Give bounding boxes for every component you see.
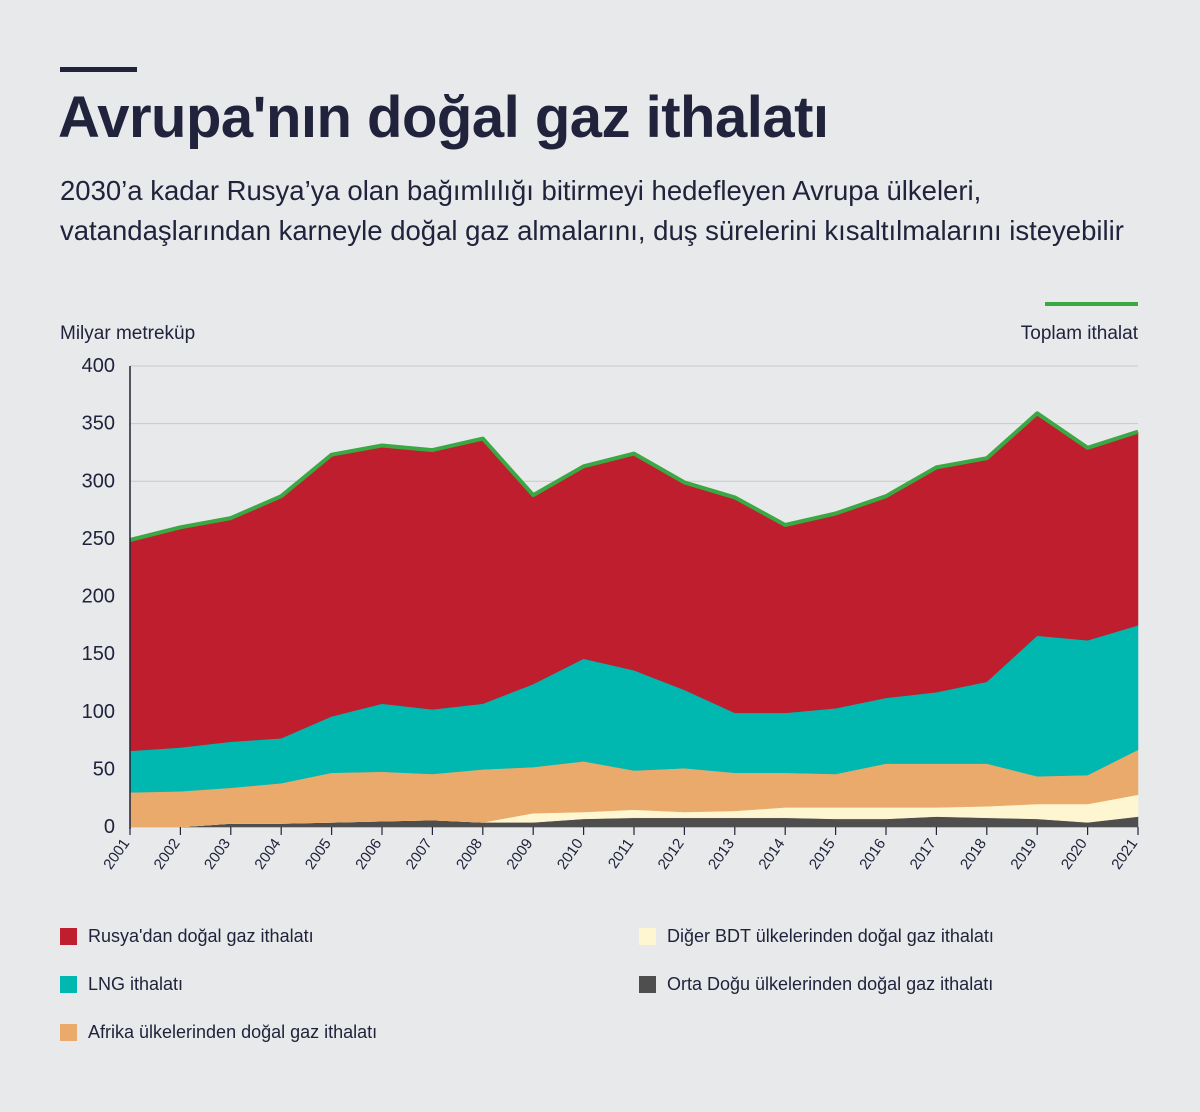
page-subtitle: 2030’a kadar Rusya’ya olan bağımlılığı b…: [60, 175, 1124, 246]
x-tick-label-2003: 2003: [201, 836, 234, 873]
legend-label-africa: Afrika ülkelerinden doğal gaz ithalatı: [88, 1021, 378, 1042]
y-tick-label-50: 50: [93, 758, 115, 780]
y-tick-label-300: 300: [82, 470, 115, 492]
legend-swatch-middle-east: [639, 975, 656, 993]
x-tick-label-2002: 2002: [151, 836, 184, 873]
x-tick-label-2009: 2009: [503, 836, 536, 873]
x-tick-label-2020: 2020: [1058, 836, 1091, 873]
y-tick-label-150: 150: [82, 643, 115, 665]
total-import-line: [129, 411, 1139, 542]
y-tick-label-0: 0: [104, 816, 115, 838]
legend-item-lng: LNG ithalatı: [60, 971, 183, 997]
legend-swatch-lng: [60, 975, 77, 993]
legend-label-middle-east: Orta Doğu ülkelerinden doğal gaz ithalat…: [667, 973, 994, 994]
legend-item-russia: Rusya'dan doğal gaz ithalatı: [60, 923, 314, 949]
x-tick-label-2011: 2011: [605, 836, 637, 872]
x-tick-label-2015: 2015: [806, 836, 839, 873]
x-tick-label-2008: 2008: [453, 836, 486, 873]
total-line-swatch: [1045, 302, 1138, 306]
legend-item-other-cis: Diğer BDT ülkelerinden doğal gaz ithalat…: [639, 923, 994, 949]
x-tick-label-2017: 2017: [907, 836, 940, 873]
x-tick-label-2021: 2021: [1108, 836, 1141, 873]
x-tick-label-2001: 2001: [100, 836, 133, 873]
legend-swatch-russia: [60, 927, 77, 945]
x-tick-label-2006: 2006: [352, 836, 385, 873]
x-tick-label-2005: 2005: [302, 836, 335, 873]
legend-swatch-africa: [60, 1023, 77, 1041]
x-tick-label-2007: 2007: [403, 836, 436, 873]
y-tick-label-350: 350: [82, 413, 115, 435]
x-tick-label-2016: 2016: [856, 836, 889, 873]
y-tick-label-400: 400: [82, 355, 115, 377]
y-tick-label-100: 100: [82, 701, 115, 723]
y-tick-label-250: 250: [82, 528, 115, 550]
legend-label-other-cis: Diğer BDT ülkelerinden doğal gaz ithalat…: [667, 925, 994, 946]
total-line-key: Toplam ithalat: [998, 302, 1138, 344]
legend-label-russia: Rusya'dan doğal gaz ithalatı: [88, 925, 314, 946]
total-line-label: Toplam ithalat: [1020, 323, 1138, 344]
y-tick-label-200: 200: [82, 586, 115, 608]
x-tick-label-2010: 2010: [554, 836, 587, 873]
y-axis-label: Milyar metreküp: [60, 323, 196, 344]
legend-item-africa: Afrika ülkelerinden doğal gaz ithalatı: [60, 1019, 377, 1045]
x-tick-label-2013: 2013: [705, 836, 738, 873]
legend-swatch-other-cis: [639, 927, 656, 945]
legend-item-middle-east: Orta Doğu ülkelerinden doğal gaz ithalat…: [639, 971, 993, 997]
page-title: Avrupa'nın doğal gaz ithalatı: [58, 85, 829, 150]
title-accent-rule: [60, 67, 137, 72]
x-tick-label-2014: 2014: [755, 836, 788, 873]
legend-label-lng: LNG ithalatı: [88, 973, 184, 994]
x-tick-label-2012: 2012: [655, 836, 688, 873]
x-tick-label-2019: 2019: [1007, 836, 1040, 873]
x-tick-label-2018: 2018: [957, 836, 990, 873]
x-tick-label-2004: 2004: [251, 836, 284, 873]
